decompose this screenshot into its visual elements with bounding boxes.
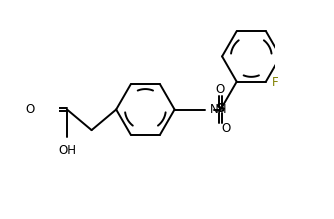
Text: O: O <box>215 83 224 96</box>
Text: O: O <box>221 122 231 135</box>
Text: F: F <box>272 76 279 89</box>
Text: O: O <box>25 102 34 116</box>
Text: S: S <box>216 102 225 115</box>
Text: NH: NH <box>209 102 227 116</box>
Text: OH: OH <box>58 144 76 157</box>
